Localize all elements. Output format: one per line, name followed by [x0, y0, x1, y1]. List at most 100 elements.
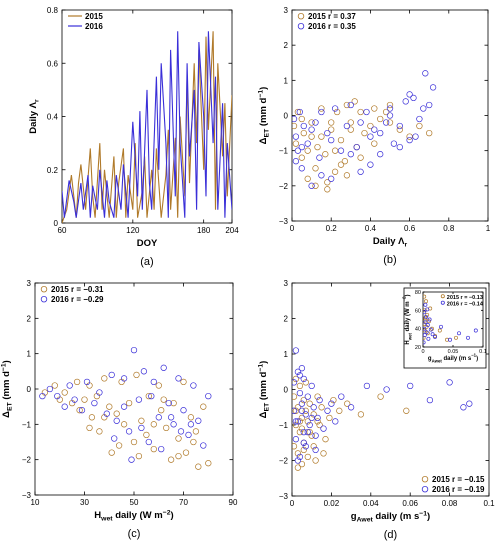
data-point	[439, 324, 443, 329]
data-point	[292, 115, 298, 123]
data-point	[128, 456, 135, 463]
data-point	[190, 382, 197, 389]
data-point	[177, 428, 185, 435]
y-tick-label: 2	[284, 315, 289, 324]
data-point	[326, 414, 333, 422]
data-point	[192, 428, 200, 435]
legend-label: 2015 r = −0.13	[447, 295, 483, 301]
data-point	[337, 147, 345, 154]
data-point	[298, 407, 306, 414]
data-layer	[292, 347, 473, 471]
data-point	[298, 400, 306, 407]
data-point	[316, 396, 323, 404]
data-point	[304, 393, 311, 400]
data-point	[66, 382, 73, 389]
data-point	[306, 421, 313, 429]
data-point	[423, 310, 427, 315]
data-point	[427, 319, 431, 324]
data-point	[357, 168, 364, 175]
data-point	[412, 133, 419, 140]
data-point	[330, 396, 337, 404]
data-point	[130, 346, 138, 354]
data-point	[423, 326, 427, 331]
data-point	[390, 140, 398, 147]
data-point	[302, 411, 309, 418]
data-point	[108, 449, 115, 456]
data-point	[300, 122, 307, 130]
data-point	[115, 442, 123, 449]
y-tick-label: 60	[415, 308, 421, 314]
data-point	[302, 407, 309, 414]
data-point	[155, 414, 162, 421]
data-point	[304, 428, 311, 436]
y-tick-label: 3	[284, 279, 289, 288]
data-point	[424, 330, 429, 335]
data-point	[88, 414, 96, 421]
data-point	[143, 431, 150, 439]
data-point	[296, 453, 304, 461]
y-tick-label: 20	[415, 345, 421, 351]
data-point	[363, 382, 371, 390]
data-point	[331, 168, 339, 175]
data-point	[423, 302, 428, 307]
data-point	[170, 421, 177, 428]
legend-swatch	[40, 286, 48, 293]
legend-label: 2015	[85, 12, 103, 21]
data-point	[294, 418, 302, 425]
data-point	[416, 115, 423, 123]
data-point	[425, 307, 430, 312]
data-point	[308, 182, 315, 189]
data-point	[314, 393, 321, 400]
data-point	[150, 445, 157, 453]
data-point	[292, 407, 300, 414]
data-point	[148, 392, 155, 400]
data-point	[300, 375, 307, 383]
y-axis-label: ΔET (mm d−1)	[1, 360, 14, 418]
data-point	[158, 445, 165, 453]
data-point	[76, 407, 83, 414]
data-point	[377, 393, 384, 400]
data-point	[308, 382, 315, 390]
data-point	[396, 122, 403, 130]
data-point	[138, 424, 145, 432]
x-tick-label: 60	[58, 226, 67, 235]
data-point	[314, 143, 321, 151]
x-tick-label: 70	[179, 498, 188, 507]
data-point	[120, 403, 128, 410]
data-point	[423, 317, 428, 322]
data-point	[298, 154, 305, 161]
x-tick-label: 0.04	[363, 499, 379, 508]
data-point	[324, 186, 331, 193]
data-point	[106, 403, 113, 410]
data-point	[292, 379, 298, 386]
data-point	[338, 393, 345, 400]
data-point	[430, 332, 435, 337]
x-tick-label: 90	[229, 498, 238, 507]
data-point	[298, 165, 305, 172]
plot-area	[291, 9, 489, 222]
x-tick-label: 0	[421, 349, 424, 355]
data-point	[403, 407, 410, 414]
data-point	[292, 122, 298, 130]
data-point	[292, 407, 298, 414]
data-point	[145, 392, 152, 400]
data-point	[175, 435, 182, 442]
data-point	[306, 400, 313, 407]
data-point	[108, 371, 115, 379]
data-point	[205, 392, 212, 400]
data-point	[61, 403, 68, 410]
data-point	[318, 105, 325, 112]
data-point	[158, 407, 165, 414]
data-point	[406, 91, 413, 98]
legend-label: 2015 r = 0.37	[308, 12, 356, 21]
subplot-label: (a)	[140, 256, 153, 268]
data-point	[357, 411, 365, 418]
data-point	[422, 70, 429, 77]
data-point	[420, 105, 427, 112]
data-point	[298, 414, 306, 422]
data-point	[292, 393, 298, 400]
data-point	[111, 435, 118, 442]
data-point	[298, 143, 305, 151]
data-point	[328, 400, 335, 407]
data-point	[61, 389, 68, 396]
